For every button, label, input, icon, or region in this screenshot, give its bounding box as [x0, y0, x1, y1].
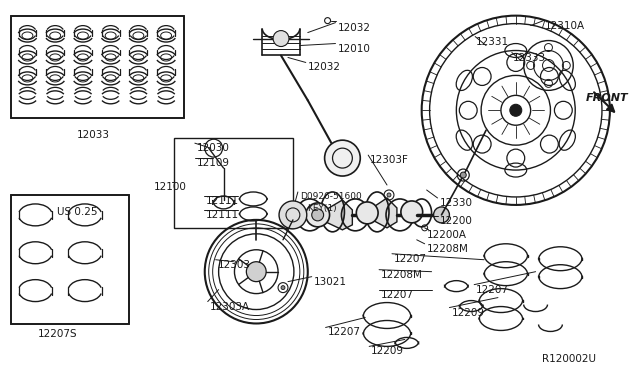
Text: 12207: 12207	[394, 254, 427, 264]
Text: KEY(1): KEY(1)	[307, 204, 337, 213]
Text: 12010: 12010	[337, 44, 371, 54]
Bar	[11, 195, 129, 324]
Text: 12032: 12032	[308, 62, 340, 73]
Text: 12032: 12032	[337, 23, 371, 33]
Text: 12207: 12207	[328, 327, 360, 337]
Circle shape	[246, 262, 266, 282]
Polygon shape	[372, 198, 397, 228]
Circle shape	[433, 207, 449, 223]
Circle shape	[324, 140, 360, 176]
Text: 12330: 12330	[440, 198, 472, 208]
Circle shape	[356, 202, 378, 224]
Text: 13021: 13021	[314, 277, 347, 287]
Bar	[11, 16, 184, 118]
Text: 12207: 12207	[381, 290, 414, 299]
Text: 12303A: 12303A	[210, 302, 250, 312]
Text: 12111: 12111	[205, 210, 239, 220]
Text: 12303: 12303	[218, 260, 251, 270]
Text: 12100: 12100	[154, 182, 187, 192]
Bar	[291, 211, 299, 217]
Text: 12208M: 12208M	[381, 270, 423, 280]
Text: R120002U: R120002U	[541, 355, 596, 364]
Bar	[11, 16, 184, 118]
Text: 12200A: 12200A	[427, 230, 467, 240]
Text: 12209: 12209	[371, 346, 404, 356]
Text: 12111: 12111	[205, 196, 239, 206]
Circle shape	[273, 31, 289, 46]
Text: 12030: 12030	[197, 143, 230, 153]
Bar	[11, 195, 129, 324]
Circle shape	[387, 193, 391, 197]
Text: 12303F: 12303F	[370, 155, 409, 165]
Circle shape	[306, 203, 330, 227]
Text: 12200: 12200	[440, 216, 472, 226]
Text: 12331: 12331	[476, 36, 509, 46]
Text: 12109: 12109	[197, 158, 230, 168]
Text: 12208M: 12208M	[427, 244, 468, 254]
Polygon shape	[326, 200, 353, 230]
Circle shape	[460, 172, 467, 178]
Bar	[174, 138, 293, 228]
Circle shape	[510, 104, 522, 116]
Text: D0926-51600: D0926-51600	[300, 192, 362, 201]
Circle shape	[279, 201, 307, 229]
Text: 12333: 12333	[513, 52, 546, 62]
Text: 12310A: 12310A	[545, 20, 584, 31]
Circle shape	[312, 209, 324, 221]
Text: 12207: 12207	[476, 285, 509, 295]
Circle shape	[281, 286, 285, 290]
Circle shape	[401, 201, 422, 223]
Text: FRONT: FRONT	[586, 93, 628, 103]
Text: US 0.25: US 0.25	[57, 207, 98, 217]
Text: 12033: 12033	[76, 130, 109, 140]
Text: 12209: 12209	[451, 308, 484, 318]
Text: 12207S: 12207S	[37, 330, 77, 340]
